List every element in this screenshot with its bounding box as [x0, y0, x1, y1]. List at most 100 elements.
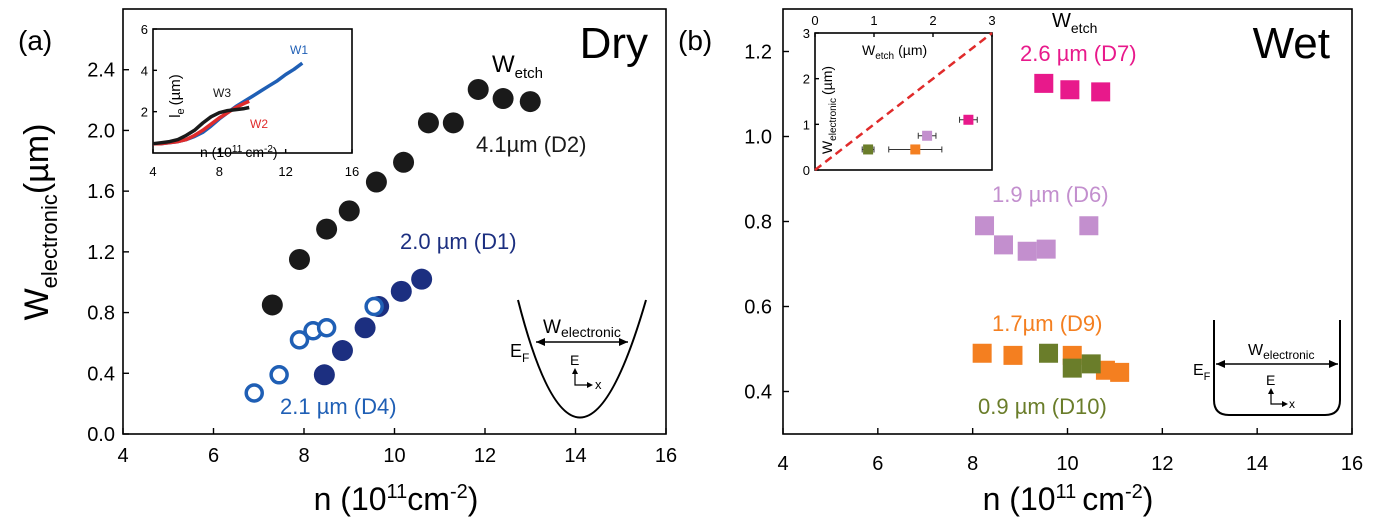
left-point-series-0	[365, 171, 387, 193]
left-plot-frame	[122, 8, 667, 435]
left-inset-y-tick-label: 4	[141, 63, 148, 78]
left-y-tick-label: 0.8	[87, 303, 115, 325]
left-y-tick-label: 1.6	[87, 181, 115, 203]
right-point-series-1	[975, 216, 995, 236]
right-point-series-0	[1034, 73, 1054, 93]
right-point-series-3	[1062, 358, 1082, 378]
left-inset-x-tick-label: 4	[149, 164, 156, 179]
right-point-series-2	[1110, 362, 1130, 382]
right-point-series-2	[972, 343, 992, 363]
left-diagram-label: Welectronic	[543, 317, 621, 340]
left-inset-y-label: le(µm)	[167, 74, 187, 118]
right-point-series-3	[1039, 343, 1059, 363]
left-x-tick-label: 14	[564, 445, 586, 467]
left-inset-x-label: n (1011 cm-2)	[200, 144, 278, 160]
right-inset-y-label: Welectronic(µm)	[819, 66, 839, 154]
left-x-tick-label: 8	[298, 445, 309, 467]
left-y-tick-label: 1.2	[87, 242, 115, 264]
right-diagram-label: Welectronic	[1248, 342, 1314, 362]
right-potential-diagram: Welectronic EF E x	[1193, 320, 1341, 416]
right-x-ticks: 4 6 8 10 12 14 16	[777, 428, 1363, 475]
left-x-axis-label: n (1011cm-2)	[314, 481, 479, 517]
left-point-series-1	[313, 364, 335, 386]
left-inset-x-tick-label: 16	[345, 164, 359, 179]
left-point-series-2	[244, 383, 264, 403]
right-arrowhead-left	[1216, 360, 1225, 368]
right-axes-glyph-up-head	[1268, 388, 1274, 394]
right-x-tick-label: 12	[1151, 453, 1173, 475]
left-energy-label: E	[570, 352, 579, 368]
right-inset-y-tick-label: 1	[803, 117, 810, 132]
right-series-label-d7: 2.6 µm (D7)	[1020, 41, 1137, 66]
left-y-tick-label: 2.4	[87, 60, 115, 82]
left-y-tick-label: 0.0	[87, 424, 115, 446]
right-inset-y-tick-label: 3	[803, 26, 810, 41]
right-x-dir-label: x	[1289, 397, 1295, 411]
left-x-tick-label: 10	[383, 445, 405, 467]
right-axes-glyph-right-head	[1282, 401, 1288, 407]
right-series-label-d6: 1.9 µm (D6)	[992, 182, 1109, 207]
right-wetch-label: Wetch	[1052, 10, 1097, 36]
right-inset-point	[910, 144, 921, 155]
right-x-tick-label: 10	[1056, 453, 1078, 475]
left-point-series-0	[442, 112, 464, 134]
left-x-ticks: 4 6 8 10 12 14 16	[117, 428, 677, 467]
left-potential-diagram: Welectronic EF E x	[510, 299, 647, 419]
left-point-series-2	[269, 365, 289, 385]
right-inset-y-tick-label: 2	[803, 72, 810, 87]
right-inset-x-label: Wetch (µm)	[862, 42, 927, 62]
right-y-tick-label: 0.4	[744, 382, 772, 404]
left-arrowhead-left	[536, 338, 545, 346]
right-inset-x-tick-label: 3	[988, 13, 995, 28]
right-y-tick-label: 1.0	[744, 127, 772, 149]
left-inset-x-tick-label: 8	[216, 164, 223, 179]
right-y-tick-label: 0.8	[744, 212, 772, 234]
left-title: Dry	[580, 19, 648, 68]
left-fermi-label: EF	[510, 341, 529, 365]
left-point-series-0	[261, 294, 283, 316]
left-inset-frame	[152, 28, 353, 154]
left-point-series-0	[417, 112, 439, 134]
right-y-ticks: 0.4 0.6 0.8 1.0 1.2	[744, 42, 789, 404]
left-inset-curve-w3	[152, 105, 250, 146]
left-axes-glyph-right-head	[587, 382, 593, 388]
right-series-label-d9: 1.7µm (D9)	[992, 311, 1102, 336]
left-data-points	[244, 78, 541, 403]
right-title: Wet	[1253, 19, 1330, 68]
right-point-series-2	[1003, 345, 1023, 365]
left-x-tick-label: 16	[655, 445, 677, 467]
left-point-series-0	[492, 88, 514, 110]
right-panel: (b) Wet 4 6 8 10 12 14 16 0.40.60.81.01.2 n (1…	[678, 8, 1363, 517]
right-x-tick-label: 8	[967, 453, 978, 475]
right-point-series-1	[993, 235, 1013, 255]
right-point-series-3	[1081, 354, 1101, 374]
left-inset-curves	[152, 61, 304, 146]
right-point-series-1	[1079, 216, 1099, 236]
right-energy-label: E	[1266, 372, 1275, 388]
left-panel: (a) Dry 4 6 8 10 12 14 16 0.0 0.4 0.8 1.2 1.6 2.0 2.…	[18, 8, 677, 517]
inset-label-w1: W1	[290, 43, 308, 57]
right-series-label-d10: 0.9 µm (D10)	[978, 394, 1107, 419]
right-axes-glyph	[1270, 392, 1285, 405]
right-inset-reference-line	[814, 32, 993, 171]
left-series-label-d2: 4.1µm (D2)	[476, 132, 586, 157]
left-series-label-d4: 2.1 µm (D4)	[280, 394, 397, 419]
left-point-series-2	[289, 330, 310, 350]
right-inset-x-tick-label: 2	[929, 13, 936, 28]
right-arrowhead-right	[1329, 360, 1338, 368]
inset-label-w2: W2	[250, 117, 268, 131]
right-inset-x-tick-label: 0	[811, 13, 818, 28]
right-x-tick-label: 4	[777, 453, 788, 475]
left-x-tick-label: 12	[474, 445, 496, 467]
right-data-points	[972, 73, 1130, 382]
left-wetch-label: Wetch	[492, 51, 543, 82]
left-y-ticks: 0.0 0.4 0.8 1.2 1.6 2.0 2.4	[87, 60, 129, 446]
left-inset-y-tick-label: 6	[141, 22, 148, 37]
left-x-dir-label: x	[595, 377, 602, 392]
left-y-tick-label: 2.0	[87, 120, 115, 142]
left-y-axis-label: Welectronic(µm)	[18, 124, 62, 321]
left-point-series-1	[390, 280, 412, 302]
left-arrowhead-right	[619, 338, 628, 346]
